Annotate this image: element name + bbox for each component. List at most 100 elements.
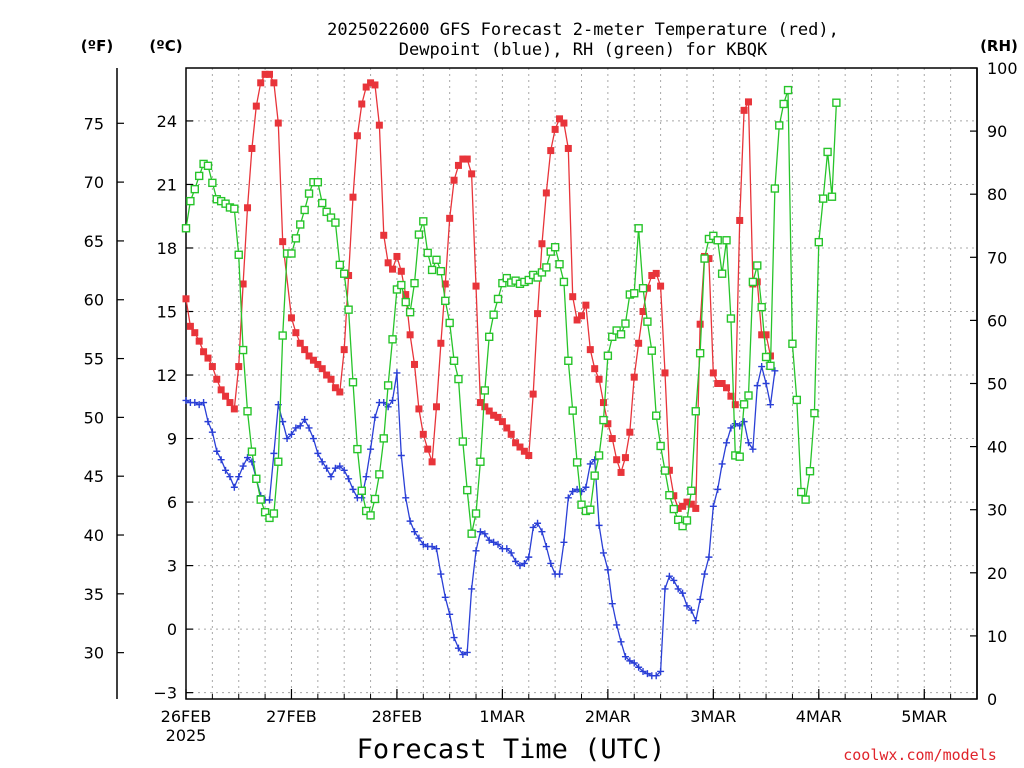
dewpoint-point xyxy=(331,464,339,472)
temperature-point xyxy=(661,369,669,377)
temperature-point xyxy=(380,231,388,239)
dewpoint-point xyxy=(503,545,511,553)
rh-point xyxy=(471,509,481,518)
temperature-point xyxy=(397,267,405,275)
dewpoint-point xyxy=(235,473,243,481)
rh-point xyxy=(243,407,252,416)
rh-tick-label: 90 xyxy=(987,122,1007,141)
dewpoint-point xyxy=(226,473,234,481)
rh-point xyxy=(326,213,336,222)
temperature-point xyxy=(507,430,515,438)
rh-point xyxy=(779,99,788,109)
rh-point xyxy=(493,294,503,304)
temperature-point xyxy=(441,280,449,288)
temperature-point xyxy=(217,386,225,394)
dewpoint-point xyxy=(547,559,555,567)
rh-point xyxy=(687,486,696,495)
rh-point xyxy=(564,356,573,365)
rh-point xyxy=(669,504,678,514)
celsius-unit-label: (ºC) xyxy=(149,37,182,55)
celsius-tick-label: 3 xyxy=(167,557,177,576)
dewpoint-point xyxy=(608,600,616,608)
dewpoint-point xyxy=(586,460,594,468)
dewpoint-point xyxy=(490,538,498,546)
temperature-point xyxy=(200,348,208,356)
dewpoint-point xyxy=(516,562,524,570)
temperature-point xyxy=(736,216,744,224)
dewpoint-point xyxy=(556,570,564,578)
x-tick-label: 5MAR xyxy=(901,707,947,726)
dewpoint-point xyxy=(621,653,629,661)
rh-point xyxy=(709,231,718,241)
temperature-line xyxy=(185,73,772,510)
dewpoint-point xyxy=(635,663,643,671)
temperature-point xyxy=(490,411,498,419)
x-tick-sublabel: 2025 xyxy=(166,726,207,745)
dewpoint-point xyxy=(529,523,537,531)
dewpoint-point xyxy=(657,667,665,675)
rh-point xyxy=(291,234,301,243)
temperature-point xyxy=(257,79,265,87)
dewpoint-point xyxy=(397,451,405,459)
celsius-tick-label: −3 xyxy=(153,684,177,703)
temperature-point xyxy=(569,293,577,301)
rh-tick-label: 20 xyxy=(987,564,1007,583)
temperature-point xyxy=(389,265,397,273)
chart-title-line1: 2025022600 GFS Forecast 2-meter Temperat… xyxy=(327,20,839,40)
dewpoint-point xyxy=(512,557,520,565)
temperature-point xyxy=(516,443,524,451)
rh-point xyxy=(463,485,472,495)
rh-point xyxy=(783,85,793,95)
rh-tick-label: 10 xyxy=(987,627,1007,646)
temperature-point xyxy=(714,380,722,387)
rh-point xyxy=(353,444,362,454)
rh-point xyxy=(643,317,652,326)
temperature-point xyxy=(670,492,678,500)
dewpoint-point xyxy=(459,651,467,659)
temperature-point xyxy=(512,439,520,447)
dewpoint-point xyxy=(639,667,647,675)
dewpoint-point xyxy=(758,363,766,371)
temperature-point xyxy=(648,272,656,280)
dewpoint-point xyxy=(305,424,313,432)
fahrenheit-tick-label: 65 xyxy=(84,232,104,251)
rh-point xyxy=(366,511,375,520)
rh-point xyxy=(485,332,494,342)
temperature-point xyxy=(323,371,331,379)
dewpoint-point xyxy=(731,420,739,428)
celsius-tick-label: 18 xyxy=(157,239,177,258)
rh-point xyxy=(230,204,239,213)
temperature-point xyxy=(639,308,647,316)
temperature-point xyxy=(683,498,691,506)
dewpoint-point xyxy=(248,458,256,466)
temperature-point xyxy=(595,375,603,383)
temperature-point xyxy=(213,375,221,383)
celsius-tick-label: 0 xyxy=(167,620,177,639)
rh-point xyxy=(665,490,674,500)
rh-point xyxy=(383,381,393,390)
temperature-point xyxy=(191,329,199,337)
temperature-point xyxy=(665,466,673,474)
temperature-point xyxy=(727,392,735,400)
dewpoint-point xyxy=(204,418,212,426)
temperature-point xyxy=(301,346,309,354)
temperature-point xyxy=(318,365,326,373)
temperature-point xyxy=(463,155,471,163)
temperature-point xyxy=(621,454,629,462)
temperature-point xyxy=(564,144,572,152)
celsius-tick-label: 21 xyxy=(157,175,177,194)
dewpoint-point xyxy=(538,528,546,536)
series-rh xyxy=(181,85,841,538)
temperature-point xyxy=(494,413,502,421)
rh-point xyxy=(818,194,828,203)
fahrenheit-tick-label: 55 xyxy=(84,350,104,369)
temperature-point xyxy=(547,147,555,155)
rh-point xyxy=(186,196,195,206)
celsius-tick-label: 24 xyxy=(157,112,177,131)
rh-point xyxy=(788,339,797,348)
temperature-point xyxy=(498,418,506,426)
temperature-point xyxy=(327,375,335,383)
dewpoint-point xyxy=(595,521,603,529)
dewpoint-point xyxy=(287,430,295,438)
temperature-point xyxy=(762,331,770,339)
